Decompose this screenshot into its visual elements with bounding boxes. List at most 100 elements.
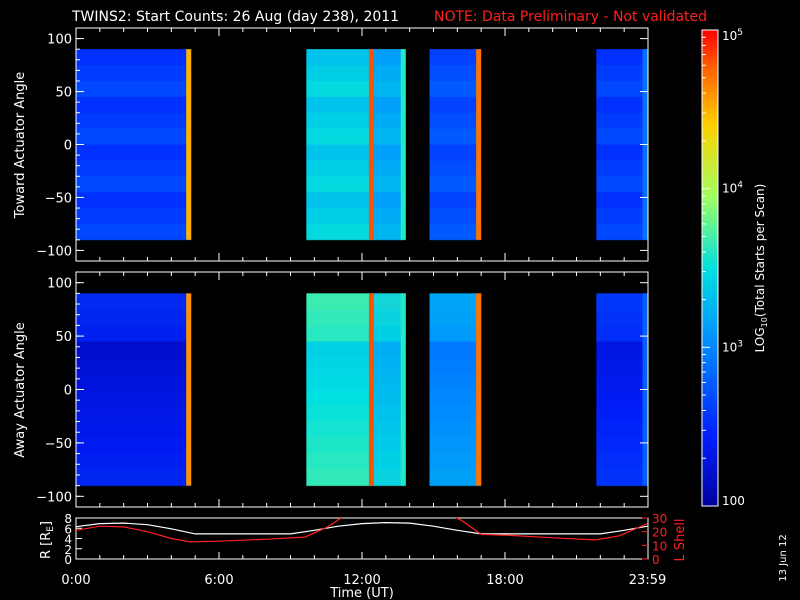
away-angle-band (596, 453, 648, 471)
away-angle-band (596, 437, 648, 455)
toward-angle-band (429, 128, 482, 145)
r-tick-label: 4 (64, 533, 72, 547)
toward-angle-band (596, 128, 648, 145)
orbit-lines (76, 518, 648, 543)
away-angle-band (596, 357, 648, 374)
toward-angle-band (373, 223, 406, 241)
toward-angle-band (306, 144, 374, 161)
toward-angle-band (429, 192, 482, 209)
toward-angle-band (306, 65, 374, 82)
toward-interval-edge (400, 49, 406, 240)
toward-y-axis: 100 50 0 −50 −100 (36, 33, 648, 259)
toward-angle-band (306, 192, 374, 209)
toward-x-tick-marks (75, 28, 649, 261)
y-tick-label: 50 (55, 330, 72, 345)
toward-y-axis-label: Toward Actuator Angle (13, 72, 28, 219)
r-tick-label: 6 (64, 522, 72, 536)
toward-angle-band (596, 80, 648, 98)
away-angle-band (596, 373, 648, 390)
away-angle-band (76, 421, 192, 439)
toward-angle-band (76, 128, 192, 145)
away-x-tick-marks (75, 272, 649, 507)
away-angle-band (306, 437, 374, 455)
toward-angle-band (306, 128, 374, 145)
toward-angle-band (306, 96, 374, 114)
away-angle-band (429, 421, 482, 439)
away-angle-band (373, 325, 406, 342)
toward-angle-band (76, 112, 192, 130)
toward-angle-band (429, 112, 482, 130)
away-angle-band (306, 469, 374, 487)
away-angle-band (596, 405, 648, 423)
away-angle-band (306, 373, 374, 390)
y-tick-label: 0 (64, 139, 72, 154)
away-angle-band (306, 293, 374, 310)
away-angle-band (373, 373, 406, 390)
toward-angle-band (76, 144, 192, 161)
away-angle-band (306, 453, 374, 471)
toward-angle-band (596, 65, 648, 82)
toward-interval-edge (186, 49, 192, 240)
away-angle-band (306, 325, 374, 342)
toward-interval-edge (476, 49, 482, 240)
toward-angle-band (373, 128, 406, 145)
y-tick-label: −50 (45, 191, 72, 206)
l-shell-tick-label: 20 (652, 526, 667, 540)
y-tick-label: 0 (64, 384, 72, 399)
toward-angle-band (596, 208, 648, 225)
away-angle-band (373, 357, 406, 374)
colorbar-tick-label: 105 (722, 28, 743, 43)
toward-angle-band (76, 160, 192, 177)
toward-angle-band (596, 49, 648, 66)
away-interval-edge (476, 293, 482, 486)
y-tick-label: 100 (47, 33, 72, 48)
toward-angle-band (306, 49, 374, 66)
r-axis-label: R [RE] (39, 521, 56, 559)
toward-angle-band (76, 208, 192, 225)
away-angle-band (306, 341, 374, 358)
away-angle-band (429, 437, 482, 455)
away-angle-band (76, 437, 192, 455)
toward-angle-band (76, 192, 192, 209)
date-stamp: 13 Jun 12 (778, 534, 789, 581)
colorbar: 100 103 104 105 LOG10(Total Starts per Scan… (701, 28, 769, 508)
away-angle-band (76, 373, 192, 390)
toward-interval-edge (368, 49, 374, 240)
toward-angle-band (596, 112, 648, 130)
away-angle-band (429, 341, 482, 358)
toward-angle-band (76, 65, 192, 82)
away-angle-band (306, 357, 374, 374)
chart-title: TWINS2: Start Counts: 26 Aug (day 238), … (71, 9, 399, 25)
away-angle-band (76, 341, 192, 358)
r-tick-label: 0 (64, 553, 72, 567)
away-angle-band (429, 405, 482, 423)
away-interval-edge (186, 293, 192, 486)
away-angle-band (373, 405, 406, 423)
toward-angle-band (306, 223, 374, 241)
y-tick-label: 50 (55, 86, 72, 101)
away-angle-band (76, 469, 192, 487)
away-angle-band (429, 389, 482, 407)
toward-angle-band (596, 176, 648, 193)
toward-heatmap-cells (76, 49, 648, 241)
away-heatmap-cells (76, 293, 648, 487)
r-tick-label: 8 (64, 512, 72, 526)
toward-angle-band (76, 80, 192, 98)
toward-angle-band (76, 176, 192, 193)
away-angle-band (429, 453, 482, 471)
y-tick-label: −100 (36, 244, 72, 259)
preliminary-note: NOTE: Data Preliminary - Not validated (434, 9, 707, 25)
toward-actuator-panel: 100 50 0 −50 −100 Toward Actuator Angle (13, 27, 649, 262)
away-angle-band (429, 357, 482, 374)
toward-angle-band (373, 160, 406, 177)
away-angle-band (373, 341, 406, 358)
toward-angle-band (306, 80, 374, 98)
l-shell-axis-label: L Shell (673, 518, 688, 561)
toward-angle-band (306, 176, 374, 193)
away-angle-band (76, 389, 192, 407)
toward-angle-band (373, 144, 406, 161)
away-angle-band (429, 325, 482, 342)
